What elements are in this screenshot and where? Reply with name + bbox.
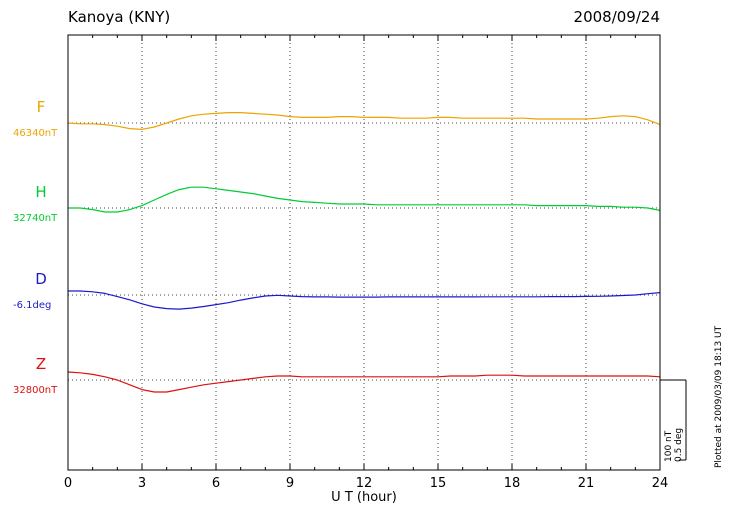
plot-frame xyxy=(67,34,661,471)
x-tick-label: 21 xyxy=(578,476,595,491)
series-baseline-label-H: 32740nT xyxy=(13,213,58,224)
trace-Z xyxy=(67,371,661,393)
series-label-F: F xyxy=(36,98,46,116)
trace-D xyxy=(68,290,661,310)
x-tick-label: 0 xyxy=(64,476,72,491)
scale-bar-nt-label: 100 nT xyxy=(664,430,674,462)
x-tick-label: 15 xyxy=(430,476,447,491)
plotted-at-note: Plotted at 2009/03/09 18:13 UT xyxy=(714,325,724,468)
x-tick-label: 18 xyxy=(504,476,521,491)
trace-H xyxy=(68,186,661,213)
x-tick-label: 9 xyxy=(286,476,294,491)
series-label-H: H xyxy=(35,183,47,201)
plot-date: 2008/09/24 xyxy=(573,8,660,26)
x-axis-title: U T (hour) xyxy=(331,490,397,505)
x-tick-label: 6 xyxy=(212,476,220,491)
series-baseline-label-Z: 32800nT xyxy=(13,385,58,396)
x-tick-label: 3 xyxy=(138,476,146,491)
series-label-Z: Z xyxy=(35,355,47,373)
series-baseline-label-D: -6.1deg xyxy=(13,300,52,311)
series-label-D: D xyxy=(35,270,47,288)
trace-F xyxy=(67,111,661,130)
scale-bar-labels: 100 nT 0.5 deg xyxy=(664,428,684,462)
x-tick-label: 12 xyxy=(356,476,373,491)
x-tick-label: 24 xyxy=(652,476,669,491)
scale-bar-deg-label: 0.5 deg xyxy=(674,427,684,462)
station-title: Kanoya (KNY) xyxy=(68,8,171,26)
series-baseline-label-F: 46340nT xyxy=(13,128,58,139)
